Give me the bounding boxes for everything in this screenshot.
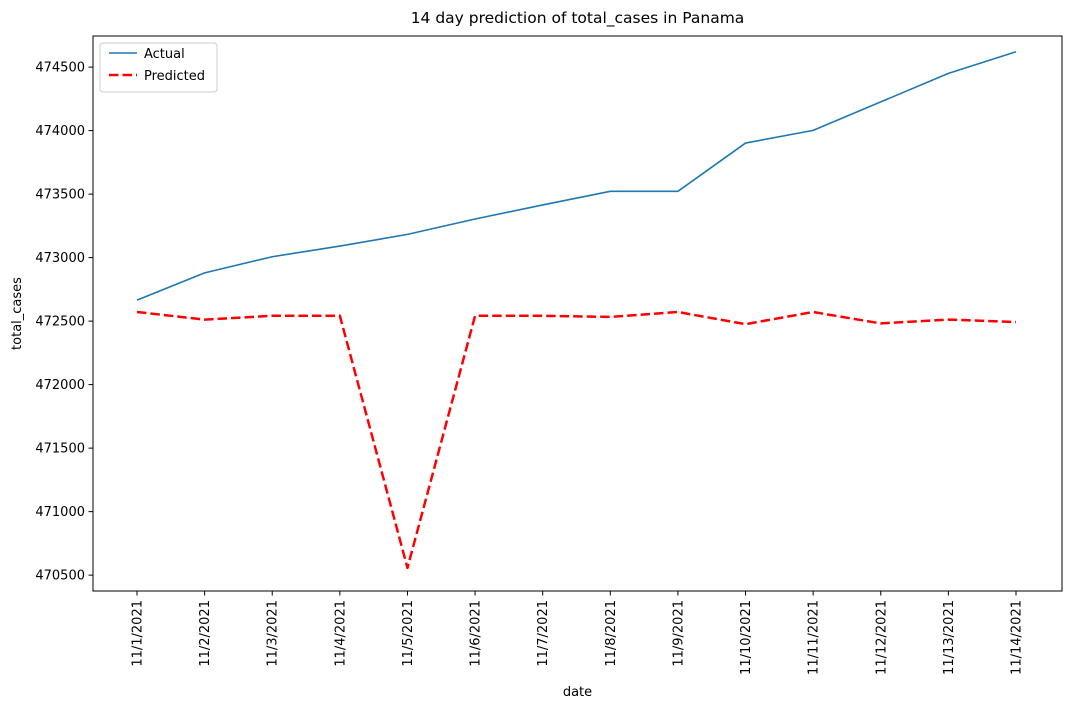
x-tick-label: 11/8/2021 — [604, 600, 619, 667]
y-tick-label: 473000 — [35, 251, 85, 266]
y-tick-label: 474500 — [35, 61, 85, 76]
x-tick-label: 11/1/2021 — [131, 600, 146, 667]
x-tick-label: 11/14/2021 — [1010, 600, 1025, 675]
x-tick-label: 11/7/2021 — [536, 600, 551, 667]
x-tick-label: 11/11/2021 — [807, 600, 822, 675]
legend-label-predicted: Predicted — [144, 69, 205, 84]
y-tick-label: 472500 — [35, 315, 85, 330]
x-tick-label: 11/9/2021 — [671, 600, 686, 667]
x-tick-label: 11/6/2021 — [469, 600, 484, 667]
x-tick-label: 11/13/2021 — [942, 600, 957, 675]
legend-box — [99, 42, 218, 93]
x-tick-label: 11/10/2021 — [739, 600, 754, 675]
x-tick-label: 11/12/2021 — [874, 600, 889, 675]
plot-area: 470500 471000 471500 472000 472500 473000 4735… — [35, 35, 1063, 675]
y-tick-label: 471500 — [35, 442, 85, 457]
y-tick-label: 473500 — [35, 188, 85, 203]
x-tick-label: 11/2/2021 — [198, 600, 213, 667]
legend-label-actual: Actual — [144, 47, 185, 62]
y-tick-label: 470500 — [35, 569, 85, 584]
series-line-actual — [136, 50, 1017, 301]
x-tick-label: 11/4/2021 — [333, 600, 348, 667]
y-tick-label: 474000 — [35, 124, 85, 139]
x-tick-label: 11/3/2021 — [266, 600, 281, 667]
chart-title: 14 day prediction of total_cases in Pana… — [411, 9, 745, 28]
x-tick-label: 11/5/2021 — [401, 600, 416, 667]
x-axis-label: date — [563, 685, 592, 700]
series-line-predicted — [136, 310, 1017, 570]
axes-frame — [92, 35, 1063, 592]
y-tick-label: 471000 — [35, 505, 85, 520]
legend: Actual Predicted — [99, 42, 218, 93]
y-tick-label: 472000 — [35, 378, 85, 393]
y-axis-label: total_cases — [10, 277, 25, 350]
